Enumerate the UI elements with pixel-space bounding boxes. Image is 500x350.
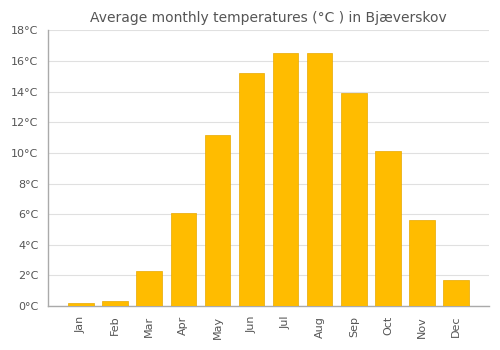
Bar: [341, 93, 366, 306]
Title: Average monthly temperatures (°C ) in Bjæverskov: Average monthly temperatures (°C ) in Bj…: [90, 11, 447, 25]
Bar: [136, 271, 162, 306]
Bar: [102, 301, 128, 306]
Bar: [409, 220, 435, 306]
Bar: [444, 280, 469, 306]
Bar: [307, 54, 332, 306]
Bar: [238, 73, 264, 306]
Bar: [170, 213, 196, 306]
Bar: [375, 152, 400, 306]
Bar: [204, 134, 230, 306]
Bar: [68, 303, 94, 306]
Bar: [273, 54, 298, 306]
